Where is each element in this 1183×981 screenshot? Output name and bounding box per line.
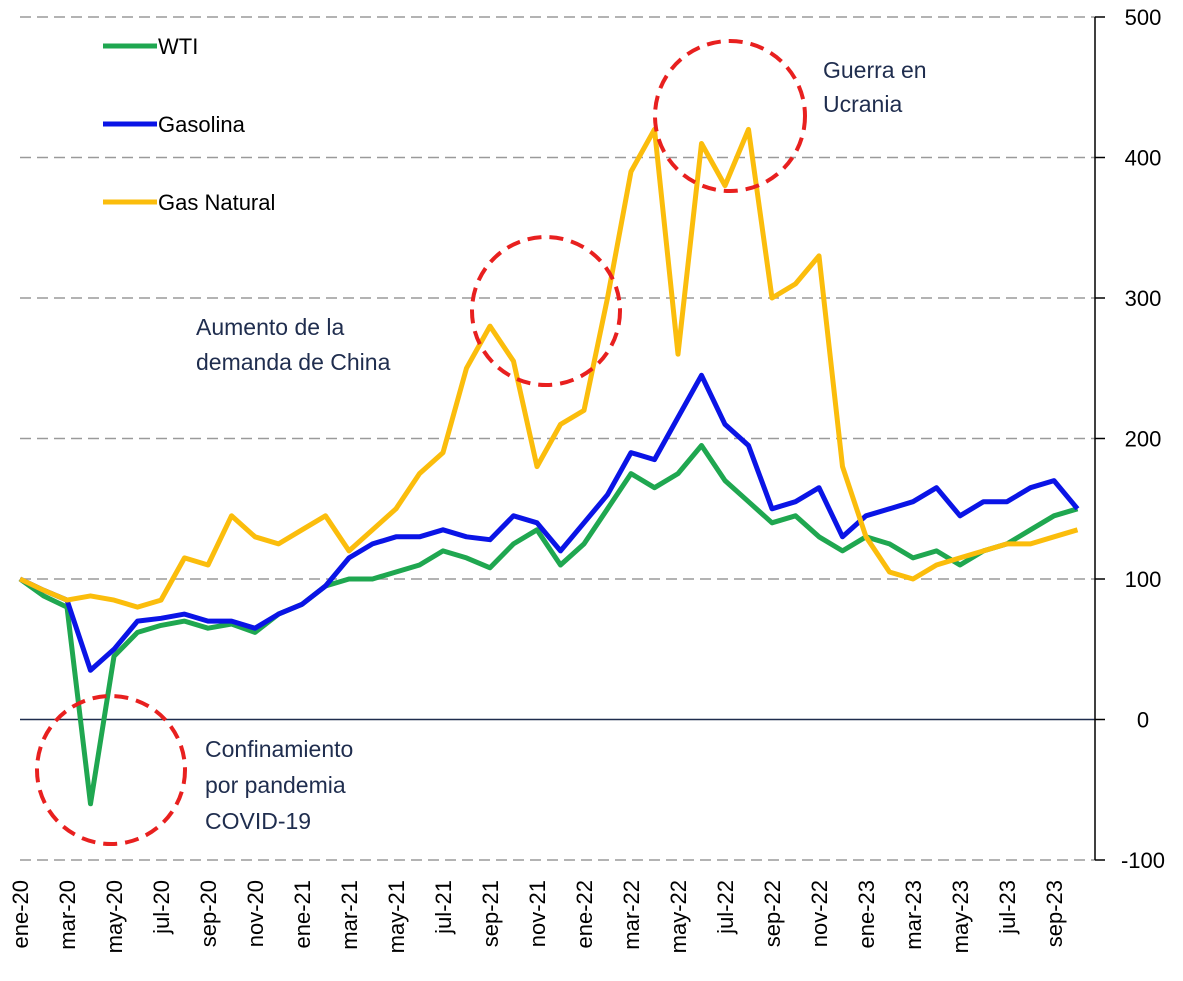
annotation-circles: [35, 39, 807, 846]
annotation: por pandemia: [205, 772, 346, 798]
annotation: demanda de China: [196, 349, 391, 375]
annotation: Aumento de la: [196, 314, 345, 340]
x-tick-label: ene-20: [8, 880, 33, 949]
y-tick-label: 100: [1125, 567, 1162, 592]
legend-label: Gasolina: [158, 112, 246, 137]
y-tick-label: 400: [1125, 146, 1162, 171]
x-tick-label: nov-20: [243, 880, 268, 947]
x-tick-label: jul-20: [149, 880, 174, 935]
x-tick-label: sep-21: [478, 880, 503, 947]
x-tick-label: ene-21: [290, 880, 315, 949]
x-tick-label: jul-22: [713, 880, 738, 935]
circle-covid: [35, 694, 187, 846]
x-tick-label: mar-21: [337, 880, 362, 950]
x-tick-label: sep-22: [760, 880, 785, 947]
x-tick-label: ene-23: [854, 880, 879, 949]
annotation: Ucrania: [823, 91, 902, 117]
legend-label: WTI: [158, 34, 198, 59]
x-tick-label: may-22: [666, 880, 691, 953]
y-tick-label: 300: [1125, 286, 1162, 311]
x-tick-label: sep-23: [1042, 880, 1067, 947]
x-tick-label: jul-23: [995, 880, 1020, 935]
x-tick-label: jul-21: [431, 880, 456, 935]
annotation: Confinamiento: [205, 736, 353, 762]
series-line: [18, 126, 1079, 610]
y-tick-label: 0: [1137, 708, 1149, 733]
x-tick-label: may-21: [384, 880, 409, 953]
x-tick-label: nov-21: [525, 880, 550, 947]
x-tick-label: mar-20: [55, 880, 80, 950]
x-tick-label: may-23: [948, 880, 973, 953]
annotation: COVID-19: [205, 808, 311, 834]
circle-ukraine: [653, 39, 807, 193]
x-tick-label: mar-22: [619, 880, 644, 950]
annotation: Guerra en: [823, 57, 927, 83]
plot: -100 0 100 200 300 400 500 ene-20 mar-20 may-20 ju…: [8, 5, 1165, 953]
x-tick-label: sep-20: [196, 880, 221, 947]
legend-label: Gas Natural: [158, 190, 275, 215]
series-line: [18, 443, 1079, 807]
x-tick-label: nov-22: [807, 880, 832, 947]
series-line: [18, 372, 1080, 673]
y-tick-label: 200: [1125, 427, 1162, 452]
y-tick-label: -100: [1121, 848, 1165, 873]
x-tick-label: may-20: [102, 880, 127, 953]
x-tick-label: ene-22: [572, 880, 597, 949]
x-tick-label: mar-23: [901, 880, 926, 950]
circle-china: [470, 235, 622, 387]
y-tick-label: 500: [1125, 5, 1162, 30]
